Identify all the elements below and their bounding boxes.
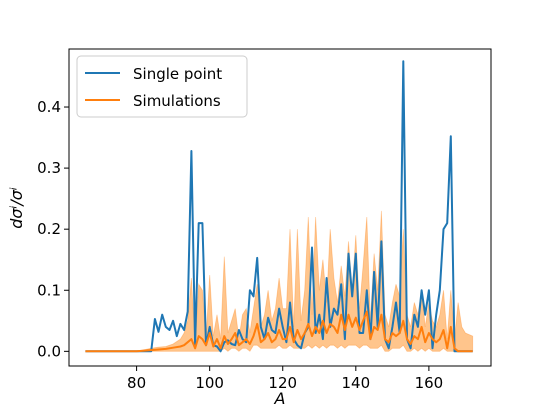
y-tick-label: 0.0 bbox=[37, 342, 61, 360]
y-axis-title: dσⁱ/σⁱ bbox=[7, 187, 26, 229]
simulations-line bbox=[85, 310, 473, 353]
y-tick-label: 0.2 bbox=[37, 220, 61, 238]
y-tick-label: 0.1 bbox=[37, 281, 61, 299]
x-tick-label: 80 bbox=[127, 374, 146, 392]
legend-box bbox=[76, 55, 248, 118]
single-point-line bbox=[85, 60, 473, 353]
axes-frame bbox=[68, 48, 492, 367]
y-tick-label: 0.4 bbox=[37, 98, 61, 116]
x-tick-label: 100 bbox=[195, 374, 224, 392]
legend: Single point Simulations bbox=[76, 55, 248, 118]
x-axis: 80 100 120 140 160 bbox=[127, 366, 443, 392]
y-axis: 0.0 0.1 0.2 0.3 0.4 bbox=[37, 98, 69, 360]
plot-area bbox=[85, 60, 474, 353]
simulations-band bbox=[85, 210, 474, 352]
x-tick-label: 120 bbox=[268, 374, 297, 392]
x-tick-label: 140 bbox=[341, 374, 370, 392]
legend-label-simulations: Simulations bbox=[133, 92, 221, 110]
x-tick-label: 160 bbox=[415, 374, 444, 392]
legend-label-single-point: Single point bbox=[133, 65, 222, 83]
x-axis-title: A bbox=[274, 389, 286, 408]
y-tick-label: 0.3 bbox=[37, 159, 61, 177]
